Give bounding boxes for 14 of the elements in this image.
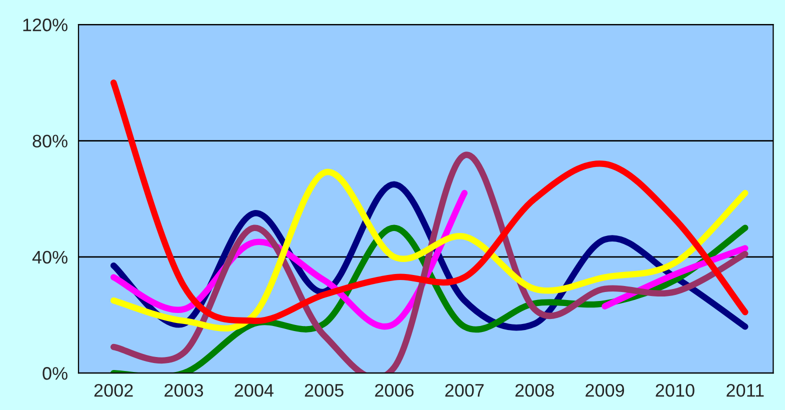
x-tick-label: 2004 xyxy=(234,384,274,397)
x-tick-label: 2010 xyxy=(656,384,694,397)
y-tick-label: 40% xyxy=(32,250,68,264)
x-tick-label: 2008 xyxy=(515,384,554,397)
x-tick-label: 2005 xyxy=(304,384,344,397)
y-tick-label: 0% xyxy=(42,367,68,380)
x-tick-label: 2007 xyxy=(445,384,484,397)
x-tick-label: 2003 xyxy=(164,384,204,397)
y-tick-label: 80% xyxy=(32,134,68,148)
x-tick-label: 2011 xyxy=(726,384,764,397)
x-tick-label: 2002 xyxy=(94,384,133,397)
x-tick-label: 2006 xyxy=(375,384,414,397)
y-tick-label: 120% xyxy=(23,18,68,32)
x-tick-label: 2009 xyxy=(586,384,624,397)
